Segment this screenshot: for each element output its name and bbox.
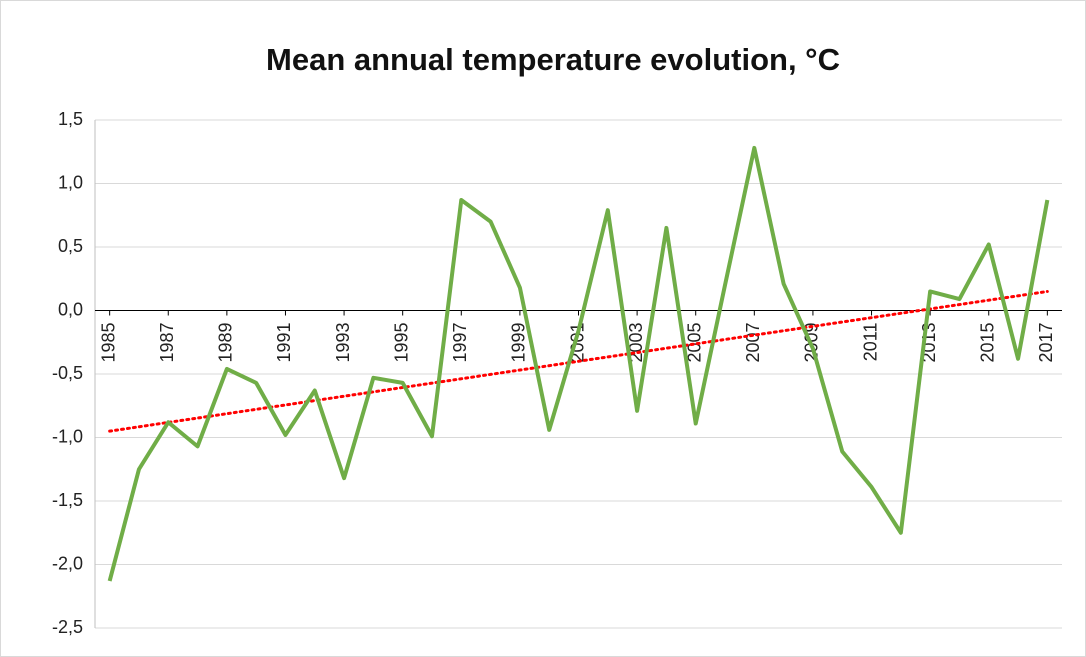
y-tick-label: -1,0 bbox=[52, 426, 83, 446]
x-tick-label: 1993 bbox=[333, 323, 353, 363]
y-tick-label: 0,0 bbox=[58, 299, 83, 319]
x-tick-label: 2007 bbox=[743, 323, 763, 363]
data-line bbox=[107, 145, 1050, 582]
x-tick-label: 1997 bbox=[450, 323, 470, 363]
x-tick-label: 1995 bbox=[391, 323, 411, 363]
y-tick-label: -2,5 bbox=[52, 617, 83, 637]
y-tick-label: -1,5 bbox=[52, 490, 83, 510]
x-tick-label: 1985 bbox=[98, 323, 118, 363]
x-tick-label: 2015 bbox=[977, 323, 997, 363]
x-tick-label: 1991 bbox=[274, 323, 294, 363]
x-tick-label: 2011 bbox=[860, 323, 880, 362]
y-tick-label: -2,0 bbox=[52, 553, 83, 573]
y-tick-label: 0,5 bbox=[58, 236, 83, 256]
x-tick-label: 1989 bbox=[216, 323, 236, 363]
trendline bbox=[108, 289, 1049, 433]
y-tick-label: 1,5 bbox=[58, 109, 83, 129]
y-tick-label: -0,5 bbox=[52, 363, 83, 383]
x-tick-label: 2005 bbox=[684, 323, 704, 363]
x-tick-label: 2017 bbox=[1036, 323, 1056, 363]
chart-title: Mean annual temperature evolution, °C bbox=[266, 42, 840, 77]
x-tick-label: 1999 bbox=[509, 323, 529, 363]
x-tick-label: 1987 bbox=[157, 323, 177, 363]
y-tick-label: 1,0 bbox=[58, 172, 83, 192]
